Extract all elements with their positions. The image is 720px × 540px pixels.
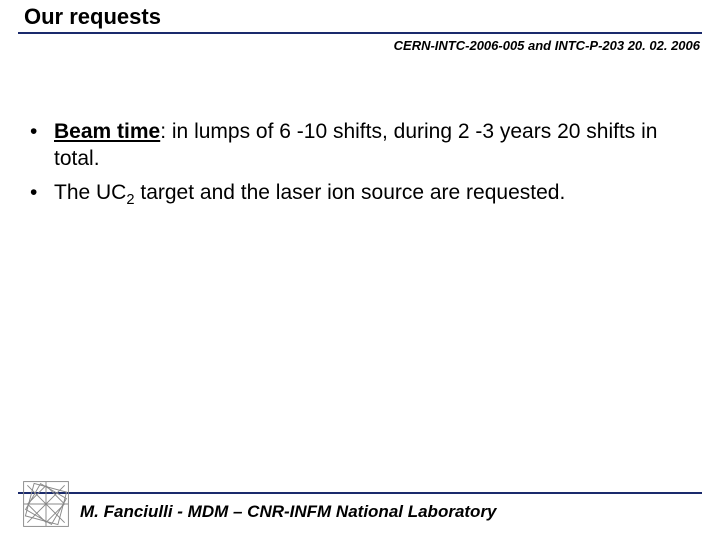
bullet-item: • Beam time: in lumps of 6 -10 shifts, d… <box>24 118 696 173</box>
bullet-marker: • <box>24 118 54 173</box>
bullet-pre: The UC <box>54 181 126 204</box>
bullet-marker: • <box>24 179 54 210</box>
footer-text: M. Fanciulli - MDM – CNR-INFM National L… <box>80 502 497 522</box>
logo-icon <box>18 476 74 532</box>
bullet-text: Beam time: in lumps of 6 -10 shifts, dur… <box>54 118 696 173</box>
bullet-item: • The UC2 target and the laser ion sourc… <box>24 179 696 210</box>
bullet-post: target and the laser ion source are requ… <box>135 181 566 204</box>
content-area: • Beam time: in lumps of 6 -10 shifts, d… <box>24 118 696 216</box>
bullet-text: The UC2 target and the laser ion source … <box>54 179 696 210</box>
title-rule <box>18 32 702 34</box>
slide-title: Our requests <box>24 4 161 30</box>
slide: Our requests CERN-INTC-2006-005 and INTC… <box>0 0 720 540</box>
bullet-label: Beam time <box>54 120 160 143</box>
subscript: 2 <box>126 192 134 208</box>
footer-rule <box>18 492 702 494</box>
slide-subtitle: CERN-INTC-2006-005 and INTC-P-203 20. 02… <box>394 38 700 53</box>
